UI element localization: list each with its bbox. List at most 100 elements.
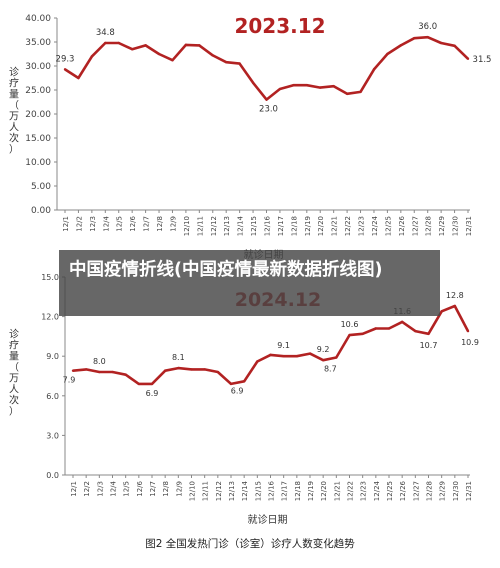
y-tick-label: 0.0 [46, 471, 59, 480]
x-tick-label: 12/2 [83, 481, 91, 497]
data-point [440, 310, 443, 313]
y-tick-label: 12.0 [41, 313, 59, 322]
x-tick-label: 12/17 [281, 481, 289, 501]
y-axis-label: 诊疗量（万人次） [9, 66, 19, 156]
data-point [211, 54, 214, 57]
y-tick-label: 0.00 [31, 206, 51, 216]
x-tick-label: 12/23 [360, 481, 368, 501]
data-point [361, 332, 364, 335]
data-point [427, 332, 430, 335]
x-tick-label: 12/5 [123, 481, 131, 497]
data-label: 9.2 [317, 345, 330, 354]
x-tick-label: 12/27 [411, 216, 419, 236]
x-tick-label: 12/13 [223, 216, 231, 236]
data-point [414, 329, 417, 333]
x-tick-label: 12/11 [202, 481, 210, 501]
x-tick-label: 12/12 [215, 481, 223, 501]
y-tick-label: 3.0 [46, 431, 59, 440]
y-tick-label: 30.00 [25, 62, 51, 72]
x-tick-label: 12/16 [268, 480, 276, 501]
x-tick-label: 12/28 [426, 481, 434, 501]
data-point [453, 304, 457, 308]
data-label: 23.0 [259, 105, 278, 115]
data-point [295, 355, 299, 358]
x-tick-label: 12/5 [116, 216, 124, 232]
data-point [348, 333, 351, 337]
data-point [111, 370, 114, 374]
data-point [104, 41, 107, 45]
x-tick-label: 12/3 [96, 481, 104, 497]
data-label: 6.9 [231, 386, 244, 395]
chart-title: 2023.12 [234, 14, 325, 38]
data-point [124, 373, 127, 376]
series-line [64, 35, 469, 101]
data-label: 10.6 [341, 320, 359, 329]
x-tick-label: 12/22 [347, 481, 355, 501]
x-tick-label: 12/19 [307, 481, 315, 501]
y-tick-label: 35.00 [25, 38, 51, 48]
data-label: 6.9 [146, 389, 159, 398]
x-tick-label: 12/24 [373, 480, 381, 501]
x-tick-label: 12/2 [75, 216, 83, 232]
data-point [216, 370, 220, 374]
x-tick-label: 12/9 [175, 481, 183, 497]
data-point [345, 92, 349, 96]
x-tick-label: 12/3 [89, 216, 97, 232]
x-tick-label: 12/8 [162, 481, 170, 497]
x-tick-label: 12/25 [386, 481, 394, 501]
data-point [269, 353, 272, 357]
x-tick-label: 12/15 [250, 216, 258, 236]
x-tick-label: 12/23 [358, 216, 366, 236]
x-tick-label: 12/18 [294, 481, 302, 501]
data-point [439, 41, 443, 45]
data-point [374, 327, 378, 330]
y-axis-label: 诊疗量（万人次） [9, 328, 19, 418]
y-tick-label: 6.0 [46, 392, 59, 401]
data-point [387, 327, 391, 330]
data-point [171, 59, 174, 62]
x-tick-label: 12/21 [333, 481, 341, 501]
data-label: 12.8 [446, 291, 464, 300]
y-tick-label: 40.00 [25, 14, 51, 24]
data-point [150, 382, 154, 386]
series-line [72, 304, 470, 386]
data-point [63, 68, 67, 71]
data-point [282, 355, 285, 358]
data-label: 10.9 [461, 338, 479, 347]
data-point [466, 329, 470, 333]
data-point [225, 60, 228, 64]
data-point [144, 44, 147, 47]
x-tick-label: 12/13 [228, 481, 236, 501]
data-point [117, 41, 120, 45]
data-point [229, 382, 233, 386]
figure-caption: 图2 全国发热门诊（诊室）诊疗人数变化趋势 [145, 538, 355, 550]
data-point [256, 360, 259, 363]
data-point [238, 62, 241, 65]
data-point [453, 44, 456, 48]
data-label: 8.0 [93, 357, 106, 366]
title-banner: 中国疫情折线(中国疫情最新数据折线图) [59, 250, 440, 316]
data-label: 7.9 [63, 376, 76, 385]
data-point [292, 84, 295, 87]
data-point [177, 366, 180, 370]
x-tick-label: 12/9 [169, 216, 177, 232]
chart-2023: 2023.12 0.00 5.00 10.00 15.00 20.00 25.00 30.00… [9, 14, 491, 261]
y-tick-label: 25.00 [25, 86, 51, 96]
y-tick-label: 20.00 [25, 110, 51, 120]
x-tick-label: 12/25 [384, 216, 392, 236]
x-tick-label: 12/21 [331, 216, 339, 236]
y-tick-label: 9.0 [46, 352, 59, 361]
data-point [321, 358, 325, 362]
data-point [466, 57, 470, 60]
data-point [413, 36, 416, 40]
data-point [184, 43, 188, 47]
data-point [332, 84, 335, 88]
y-tick-label: 15.0 [41, 273, 59, 282]
x-tick-label: 12/17 [277, 216, 285, 236]
x-tick-label: 12/30 [452, 216, 460, 236]
x-tick-label: 12/6 [136, 480, 144, 496]
y-tick-label: 10.00 [25, 158, 51, 168]
x-tick-label: 12/20 [320, 481, 328, 501]
x-tick-label: 12/29 [439, 481, 447, 501]
data-point [98, 370, 101, 374]
